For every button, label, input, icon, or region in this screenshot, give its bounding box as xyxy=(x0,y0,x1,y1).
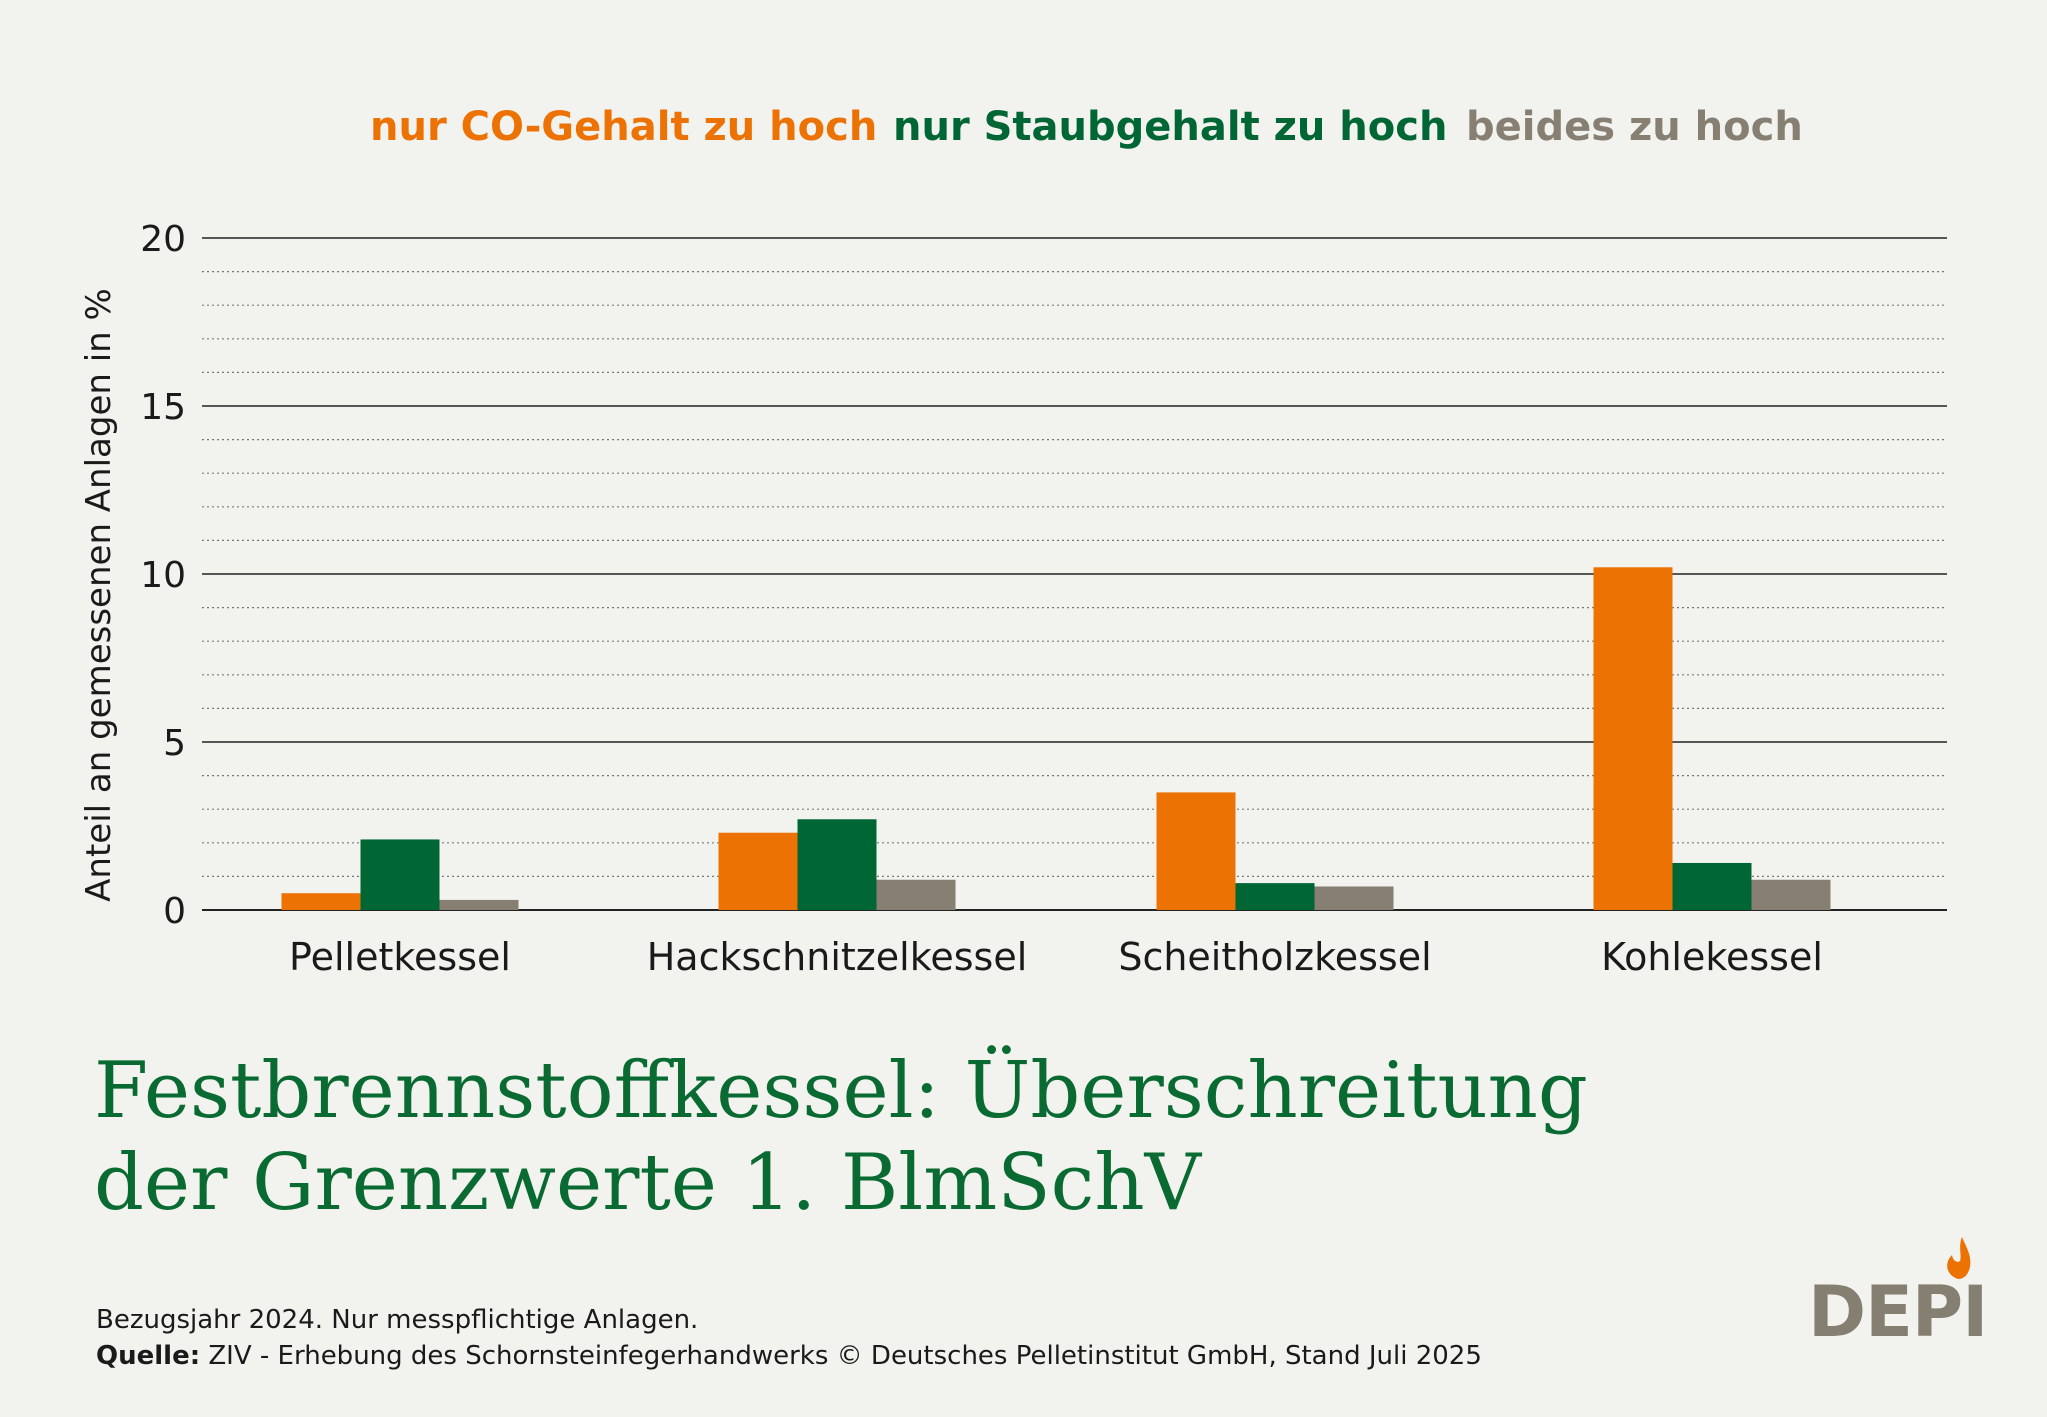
x-category-label: Kohlekessel xyxy=(1601,935,1823,979)
y-axis-ticks: 0 5 10 15 20 xyxy=(140,219,186,932)
bar-2-3 xyxy=(1235,883,1315,910)
footnote-source: Quelle: ZIV - Erhebung des Schornsteinfe… xyxy=(96,1338,1482,1374)
bar-3-3 xyxy=(1314,886,1394,910)
flame-icon xyxy=(1947,1237,1971,1279)
bar-2-1 xyxy=(360,839,440,910)
x-axis-labels: Pelletkessel Hackschnitzelkessel Scheithol… xyxy=(289,935,1823,979)
depi-logo: DEPI xyxy=(1800,1225,1988,1353)
y-tick-label: 15 xyxy=(140,387,186,428)
chart-title: Festbrennstoffkessel: Überschreitung der… xyxy=(94,1045,1588,1229)
x-category-label: Pelletkessel xyxy=(289,935,511,979)
bar-2-4 xyxy=(1672,862,1752,910)
bar-3-1 xyxy=(439,899,519,910)
footnote-reference-year: Bezugsjahr 2024. Nur messpflichtige Anla… xyxy=(96,1305,699,1335)
y-tick-label: 5 xyxy=(163,723,186,764)
y-axis-label: Anteil an gemessenen Anlagen in % xyxy=(79,288,119,902)
source-text: ZIV - Erhebung des Schornsteinfegerhandw… xyxy=(200,1341,1482,1371)
chart-legend: nur CO-Gehalt zu hoch nur Staubgehalt zu … xyxy=(370,104,1803,150)
source-label: Quelle: xyxy=(96,1341,201,1371)
legend-item-2: nur Staubgehalt zu hoch xyxy=(893,104,1447,150)
bar-1-3 xyxy=(1156,792,1236,910)
chart-grid xyxy=(202,237,1947,911)
legend-item-1: nur CO-Gehalt zu hoch xyxy=(370,104,877,150)
chart-title-line-1: Festbrennstoffkessel: Überschreitung xyxy=(94,1046,1588,1136)
bar-3-4 xyxy=(1751,879,1831,910)
chart-title-line-2: der Grenzwerte 1. BlmSchV xyxy=(94,1138,1201,1228)
footnote: Bezugsjahr 2024. Nur messpflichtige Anla… xyxy=(96,1302,1482,1374)
y-tick-label: 0 xyxy=(163,891,186,932)
x-category-label: Scheitholzkessel xyxy=(1118,935,1431,979)
logo-text: DEPI xyxy=(1808,1271,1988,1353)
x-category-label: Hackschnitzelkessel xyxy=(647,935,1028,979)
bar-1-2 xyxy=(718,832,798,910)
bar-2-2 xyxy=(797,819,877,910)
bar-1-1 xyxy=(281,893,361,910)
legend-item-3: beides zu hoch xyxy=(1466,104,1803,150)
y-tick-label: 20 xyxy=(140,219,186,260)
bar-1-4 xyxy=(1593,567,1673,910)
bar-3-2 xyxy=(876,879,956,910)
chart-bars xyxy=(281,567,1831,910)
bar-chart: nur CO-Gehalt zu hoch nur Staubgehalt zu … xyxy=(79,104,1947,979)
y-tick-label: 10 xyxy=(140,555,186,596)
